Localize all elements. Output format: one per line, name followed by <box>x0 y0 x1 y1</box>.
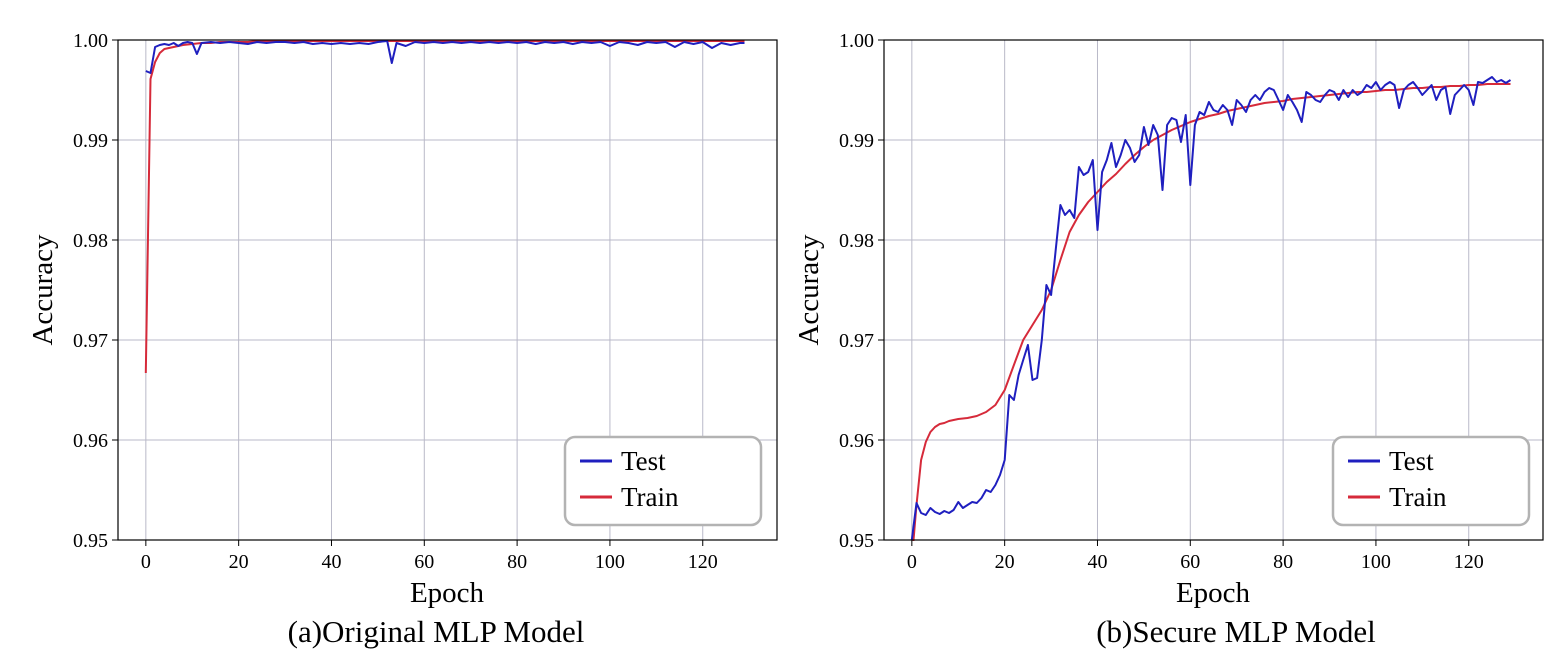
series-line-train <box>144 40 745 374</box>
x-tick-label: 0 <box>907 551 917 573</box>
legend-box <box>563 435 763 527</box>
y-tick-label: 0.97 <box>839 330 874 352</box>
series-line-test <box>145 40 745 74</box>
y-tick-label: 0.99 <box>73 130 108 152</box>
x-tick-label: 60 <box>414 551 434 573</box>
x-tick-label: 80 <box>1273 551 1293 573</box>
x-tick-label: 20 <box>229 551 249 573</box>
y-tick-label: 0.96 <box>73 430 108 452</box>
chart-original-mlp: 0 20 40 60 80 100 120 0.95 0.96 0.97 0.98 0.99 1.00 E… <box>27 30 778 649</box>
chart-caption: (a)Original MLP Model <box>288 614 585 649</box>
y-tick-label: 0.97 <box>73 330 108 352</box>
chart-caption: (b)Secure MLP Model <box>1096 614 1376 649</box>
x-tick-label: 120 <box>1454 551 1484 573</box>
y-tick-label: 0.99 <box>839 130 874 152</box>
y-axis-label: Accuracy <box>27 234 59 346</box>
legend-label-train: Train <box>621 482 679 512</box>
y-tick-label: 0.98 <box>73 230 108 252</box>
y-tick-label: 1.00 <box>73 30 108 52</box>
x-tick-label: 80 <box>507 551 527 573</box>
legend: Test Train <box>563 435 763 527</box>
x-tick-label: 100 <box>595 551 625 573</box>
legend-label-train: Train <box>1389 482 1447 512</box>
legend-label-test: Test <box>1389 446 1434 476</box>
legend: Test Train <box>1331 435 1531 527</box>
series-line-train <box>912 83 1511 541</box>
y-tick-label: 0.96 <box>839 430 874 452</box>
legend-label-test: Test <box>621 446 666 476</box>
x-axis-label: Epoch <box>1176 577 1251 609</box>
chart-secure-mlp: 0 20 40 60 80 100 120 0.95 0.96 0.97 0.98 0.99 1.00 E… <box>793 30 1544 649</box>
x-tick-label: 0 <box>141 551 151 573</box>
y-axis-label: Accuracy <box>793 234 825 346</box>
x-tick-label: 60 <box>1180 551 1200 573</box>
plot-frame <box>883 39 1544 541</box>
x-axis-label: Epoch <box>410 577 485 609</box>
plot-frame <box>117 39 778 541</box>
x-tick-label: 20 <box>995 551 1015 573</box>
series-line-test <box>910 76 1512 541</box>
x-tick-label: 100 <box>1361 551 1391 573</box>
x-tick-label: 40 <box>1087 551 1107 573</box>
y-tick-label: 0.95 <box>73 530 108 552</box>
y-tick-label: 0.98 <box>839 230 874 252</box>
y-tick-label: 0.95 <box>839 530 874 552</box>
legend-box <box>1331 435 1531 527</box>
y-tick-label: 1.00 <box>839 30 874 52</box>
x-tick-label: 120 <box>688 551 718 573</box>
x-tick-label: 40 <box>321 551 341 573</box>
